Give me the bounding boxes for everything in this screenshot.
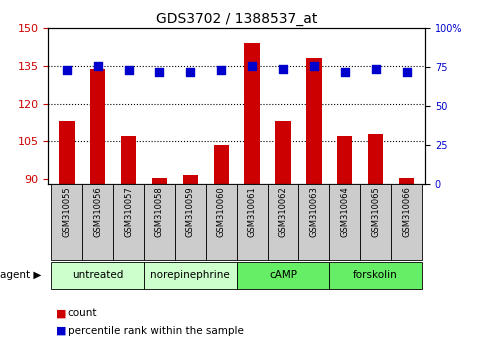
Point — [403, 69, 411, 75]
Point — [248, 63, 256, 69]
FancyBboxPatch shape — [51, 262, 144, 289]
FancyBboxPatch shape — [391, 184, 422, 260]
Point — [94, 63, 101, 69]
FancyBboxPatch shape — [144, 184, 175, 260]
Bar — [275, 121, 291, 184]
FancyBboxPatch shape — [206, 184, 237, 260]
Point — [341, 69, 349, 75]
Text: GSM310058: GSM310058 — [155, 186, 164, 237]
Point — [186, 69, 194, 75]
FancyBboxPatch shape — [329, 184, 360, 260]
Point — [217, 68, 225, 73]
Text: untreated: untreated — [72, 270, 123, 280]
Bar — [244, 44, 260, 184]
FancyBboxPatch shape — [360, 184, 391, 260]
Bar — [306, 58, 322, 184]
Text: GSM310056: GSM310056 — [93, 186, 102, 237]
Bar — [152, 178, 167, 184]
FancyBboxPatch shape — [82, 184, 113, 260]
Text: GSM310062: GSM310062 — [279, 186, 287, 237]
Bar — [368, 134, 384, 184]
Text: GSM310064: GSM310064 — [340, 186, 349, 237]
Bar — [90, 69, 105, 184]
Bar — [399, 178, 414, 184]
Text: ■: ■ — [56, 326, 66, 336]
Text: GSM310066: GSM310066 — [402, 186, 411, 237]
FancyBboxPatch shape — [237, 184, 268, 260]
FancyBboxPatch shape — [175, 184, 206, 260]
Bar — [213, 145, 229, 184]
Text: percentile rank within the sample: percentile rank within the sample — [68, 326, 243, 336]
FancyBboxPatch shape — [268, 184, 298, 260]
FancyBboxPatch shape — [51, 184, 82, 260]
Point — [125, 68, 132, 73]
Bar — [121, 136, 136, 184]
Title: GDS3702 / 1388537_at: GDS3702 / 1388537_at — [156, 12, 317, 26]
Text: GSM310059: GSM310059 — [186, 186, 195, 237]
Point — [156, 69, 163, 75]
Text: ■: ■ — [56, 308, 66, 318]
FancyBboxPatch shape — [237, 262, 329, 289]
Text: GSM310057: GSM310057 — [124, 186, 133, 237]
FancyBboxPatch shape — [144, 262, 237, 289]
Text: GSM310055: GSM310055 — [62, 186, 71, 237]
FancyBboxPatch shape — [298, 184, 329, 260]
FancyBboxPatch shape — [113, 184, 144, 260]
Point — [63, 68, 71, 73]
Bar — [183, 175, 198, 184]
Point — [372, 66, 380, 72]
Text: forskolin: forskolin — [353, 270, 398, 280]
Text: count: count — [68, 308, 97, 318]
Text: GSM310063: GSM310063 — [310, 186, 318, 237]
Text: agent ▶: agent ▶ — [0, 270, 41, 280]
Text: GSM310060: GSM310060 — [217, 186, 226, 237]
Point — [310, 63, 318, 69]
Point — [279, 66, 287, 72]
Text: norepinephrine: norepinephrine — [151, 270, 230, 280]
Text: GSM310061: GSM310061 — [248, 186, 256, 237]
Text: GSM310065: GSM310065 — [371, 186, 380, 237]
Bar — [337, 136, 353, 184]
Text: cAMP: cAMP — [269, 270, 297, 280]
FancyBboxPatch shape — [329, 262, 422, 289]
Bar — [59, 121, 74, 184]
